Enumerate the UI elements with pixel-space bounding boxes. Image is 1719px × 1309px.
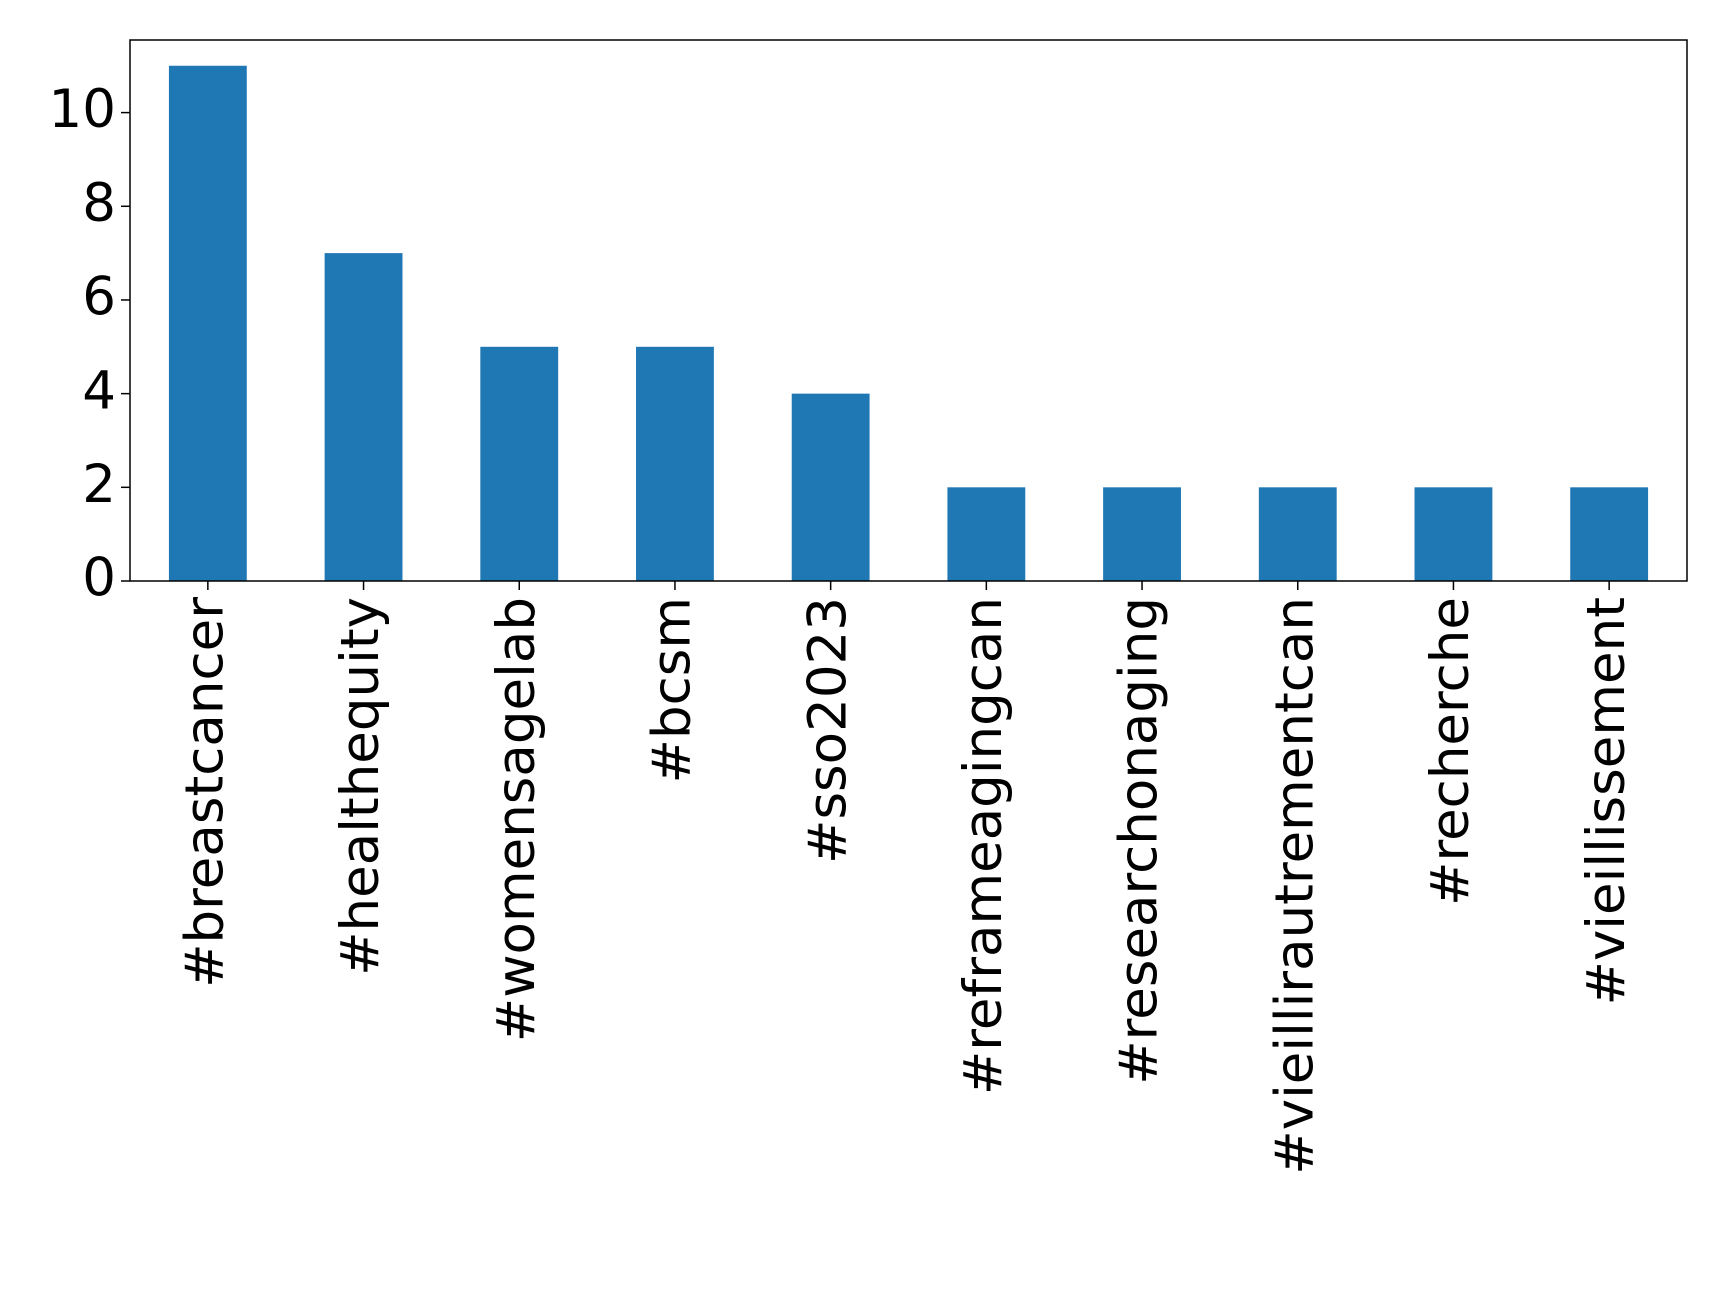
bar bbox=[1570, 487, 1649, 581]
bar bbox=[947, 487, 1026, 581]
bar bbox=[324, 253, 403, 581]
bar bbox=[791, 393, 870, 581]
x-tick-label: #breastcancer bbox=[174, 597, 235, 988]
x-tick-label: #vieillirautrementcan bbox=[1264, 597, 1325, 1175]
bar bbox=[636, 346, 714, 581]
x-tick-label: #researchonaging bbox=[1109, 597, 1170, 1085]
x-tick-label: #sso2023 bbox=[797, 597, 858, 864]
x-tick-label: #reframeagingcan bbox=[953, 597, 1014, 1095]
bar bbox=[1103, 487, 1181, 581]
x-tick-label: #vieillissement bbox=[1576, 597, 1637, 1005]
bar bbox=[1414, 487, 1493, 581]
x-tick-label: #womensagelab bbox=[486, 597, 547, 1042]
y-tick-label: 8 bbox=[82, 173, 116, 234]
y-tick-label: 2 bbox=[82, 454, 116, 515]
y-tick-label: 0 bbox=[82, 548, 116, 609]
plot-frame bbox=[129, 39, 1688, 582]
bar bbox=[168, 65, 247, 581]
y-tick-label: 10 bbox=[49, 79, 116, 140]
x-tick-label: #healthequity bbox=[330, 597, 391, 976]
x-tick-label: #bcsm bbox=[642, 597, 703, 783]
x-tick-label: #recherche bbox=[1420, 597, 1481, 906]
y-tick-label: 4 bbox=[82, 360, 116, 421]
y-tick-label: 6 bbox=[82, 267, 116, 328]
bar bbox=[1258, 487, 1337, 581]
bar bbox=[480, 346, 559, 581]
